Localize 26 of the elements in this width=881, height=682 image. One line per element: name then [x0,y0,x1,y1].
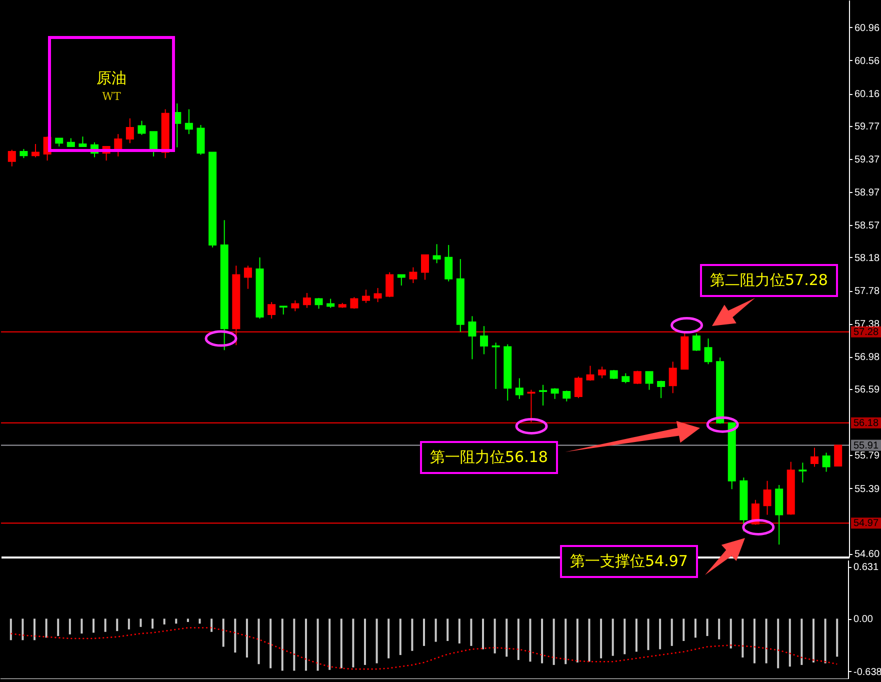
y-tick-label: 58.97 [854,188,880,199]
y-tick-label: 55.39 [854,484,880,495]
ref-line-label: 57.28 [853,326,879,338]
ref-line-label: 54.97 [853,518,879,530]
ref-line-label: 55.91 [853,440,879,452]
annotation: WT [101,90,122,103]
y-tick-label: 56.59 [854,384,880,396]
y-tick-label: 0.631 [854,562,879,574]
y-tick-label: 58.57 [854,220,880,232]
y-tick-label: 59.77 [854,121,880,132]
y-tick-label: 60.16 [854,89,880,100]
y-tick-label: 0.00 [854,614,874,626]
annotation: 第一阻力位56.18 [420,440,558,474]
y-tick-label: 56.98 [854,352,880,364]
annotation: 原油 [96,69,128,88]
label-frame: 原油 WT [48,36,175,152]
y-tick-label: 58.18 [854,252,880,264]
annotation: 第一支撑位54.97 [560,545,698,578]
y-tick-label: 60.96 [854,22,880,34]
ref-line-label: 56.18 [853,418,879,429]
y-tick-label: 55.79 [854,450,880,462]
y-tick-label: 54.60 [854,549,880,560]
y-tick-label: 59.37 [854,154,880,166]
y-tick-label: 57.78 [854,286,880,297]
annotation: 第二阻力位57.28 [700,264,838,297]
y-tick-label: 60.56 [854,56,880,67]
